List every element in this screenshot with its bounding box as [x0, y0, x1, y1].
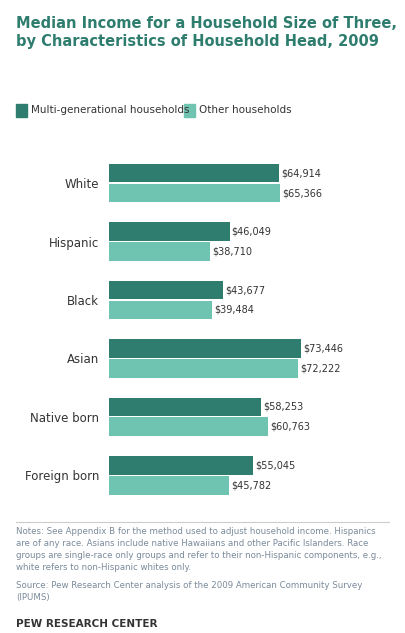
- Text: Median Income for a Household Size of Three,
by Characteristics of Household Hea: Median Income for a Household Size of Th…: [16, 16, 397, 49]
- Bar: [109, 476, 229, 494]
- Text: $46,049: $46,049: [232, 227, 271, 237]
- Bar: [184, 104, 195, 116]
- Bar: [109, 280, 223, 299]
- Bar: [109, 456, 253, 475]
- Bar: [109, 164, 279, 182]
- Text: $38,710: $38,710: [213, 246, 252, 256]
- Text: Other households: Other households: [199, 106, 292, 115]
- Bar: [109, 339, 301, 358]
- Bar: [109, 222, 230, 241]
- Bar: [109, 417, 268, 436]
- Text: $45,782: $45,782: [231, 480, 271, 490]
- Text: Notes: See Appendix B for the method used to adjust household income. Hispanics
: Notes: See Appendix B for the method use…: [16, 527, 382, 572]
- Bar: [109, 301, 212, 319]
- Text: $43,677: $43,677: [226, 285, 266, 295]
- Text: $58,253: $58,253: [264, 402, 304, 412]
- Bar: [109, 398, 261, 417]
- Text: $72,222: $72,222: [300, 363, 341, 373]
- Text: $73,446: $73,446: [303, 344, 343, 353]
- Bar: [16, 104, 28, 116]
- Text: Source: Pew Research Center analysis of the 2009 American Community Survey
(IPUM: Source: Pew Research Center analysis of …: [16, 581, 362, 602]
- Text: $39,484: $39,484: [215, 305, 254, 315]
- Text: $55,045: $55,045: [255, 460, 295, 470]
- Text: $60,763: $60,763: [270, 422, 310, 432]
- Bar: [109, 184, 280, 203]
- Bar: [109, 242, 210, 261]
- Text: PEW RESEARCH CENTER: PEW RESEARCH CENTER: [16, 619, 158, 629]
- Bar: [109, 359, 298, 378]
- Text: Multi-generational households: Multi-generational households: [31, 106, 190, 115]
- Text: $65,366: $65,366: [282, 188, 322, 198]
- Text: $64,914: $64,914: [281, 168, 321, 178]
